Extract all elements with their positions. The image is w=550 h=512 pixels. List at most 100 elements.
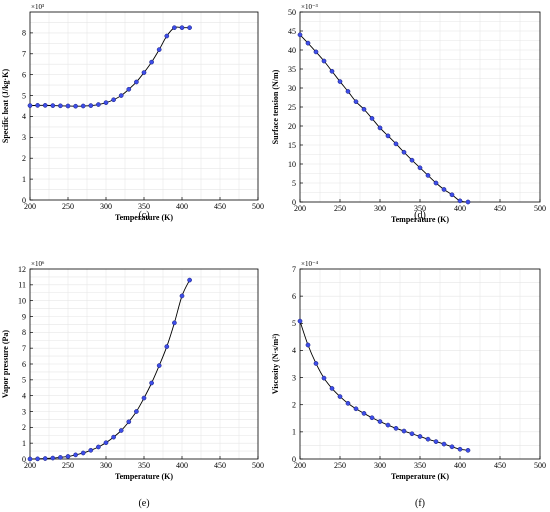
y-tick-label: 5 [292,319,296,328]
chart-panel: 200 250 300 350 400 450 500 0 1 2 3 4 5 6 7 ×10⁻⁴ Temper… [271,260,546,509]
data-point [149,59,154,65]
y-tick-label: 12 [18,265,26,274]
data-point [27,103,33,108]
data-point [27,456,33,462]
data-point [96,102,101,107]
data-point [118,428,124,433]
y-tick-label: 15 [288,141,296,150]
x-tick-label: 200 [294,204,306,213]
y-tick-label: 0 [22,455,26,464]
y-tick-label: 45 [288,27,296,36]
chart-panel: 200 250 300 350 400 450 5000123456789101112×10… [1,260,264,509]
y-tick-label: 4 [292,346,296,355]
data-point [377,125,383,131]
series-line [29,279,191,460]
data-point [457,446,463,452]
data-point [361,411,367,416]
series-line [299,320,469,451]
data-point [321,375,327,381]
data-point [297,32,303,38]
data-point [425,173,431,178]
y-tick-label: 7 [292,265,296,274]
data-point [134,79,139,85]
data-point [345,401,351,406]
data-point [329,386,335,391]
data-point [111,434,116,440]
data-point [164,344,170,349]
data-point [465,447,471,453]
y-axis-title: Vapor pressure (Pa) [1,330,10,398]
x-tick-label: 300 [374,461,386,470]
data-point [50,103,56,108]
data-point [297,318,303,324]
y-tick-label: 3 [22,133,26,142]
data-point [313,49,319,55]
data-point [449,192,455,198]
y-tick-label: 4 [22,391,26,400]
data-point [441,187,447,192]
panel-label: (d) [414,210,426,221]
data-point [103,440,109,446]
y-tick-label: 10 [288,160,296,169]
data-point [369,116,375,121]
x-tick-label: 500 [534,204,546,213]
panel-label: (f) [415,498,425,509]
x-tick-label: 350 [138,461,150,470]
data-point [156,363,162,368]
x-tick-label: 300 [100,461,112,470]
data-point [118,93,124,98]
data-point [126,86,132,92]
panel-label: (e) [138,498,149,509]
data-point [377,419,383,424]
data-point [58,103,63,109]
x-tick-label: 450 [214,461,226,470]
y-tick-label: 4 [22,112,26,121]
data-point [156,47,162,52]
y-tick-label: 1 [292,428,296,437]
y-tick-label: 50 [288,8,296,17]
series-line [299,34,469,203]
x-tick-label: 400 [176,202,188,211]
y-axis-title: Surface tension (N/m) [271,69,280,144]
x-tick-label: 400 [454,461,466,470]
y-tick-label: 3 [292,373,296,382]
data-point [187,25,192,31]
x-tick-label: 300 [100,202,112,211]
data-point [103,100,109,106]
x-axis-title: Temperature (K) [115,472,173,481]
y-tick-label: 7 [22,50,26,59]
data-point [88,447,94,453]
data-point [187,277,192,283]
y-tick-label: 6 [22,70,26,79]
data-point [73,452,78,458]
data-point [111,97,116,103]
y-tick-label: 5 [22,91,26,100]
x-tick-label: 450 [494,461,506,470]
data-point [305,40,311,46]
data-point [35,456,40,462]
data-point [409,431,415,437]
chart-panel: 200 250 300 350 400 450 500 0 1 2 3 4 5 6 7 8 ×10³ Temper… [1,3,264,222]
y-tick-label: 9 [22,312,26,321]
y-tick-label: 6 [22,360,26,369]
x-tick-label: 450 [494,204,506,213]
y-tick-label: 1 [22,175,26,184]
x-tick-label: 400 [176,461,188,470]
data-point [179,293,185,299]
x-tick-label: 350 [414,204,426,213]
x-axis-title: Temperature (K) [391,215,449,224]
y-tick-label: 35 [288,65,296,74]
x-tick-label: 250 [334,461,346,470]
data-point [126,419,132,425]
data-point [441,441,447,447]
y-tick-label: 30 [288,84,296,93]
x-tick-label: 350 [414,461,426,470]
data-point [42,456,48,461]
y-tick-label: 2 [22,154,26,163]
data-point [80,103,86,109]
x-tick-label: 350 [138,202,150,211]
x-tick-label: 500 [252,461,264,470]
data-point [172,320,177,326]
data-point [433,439,439,444]
y-tick-label: 25 [288,103,296,112]
